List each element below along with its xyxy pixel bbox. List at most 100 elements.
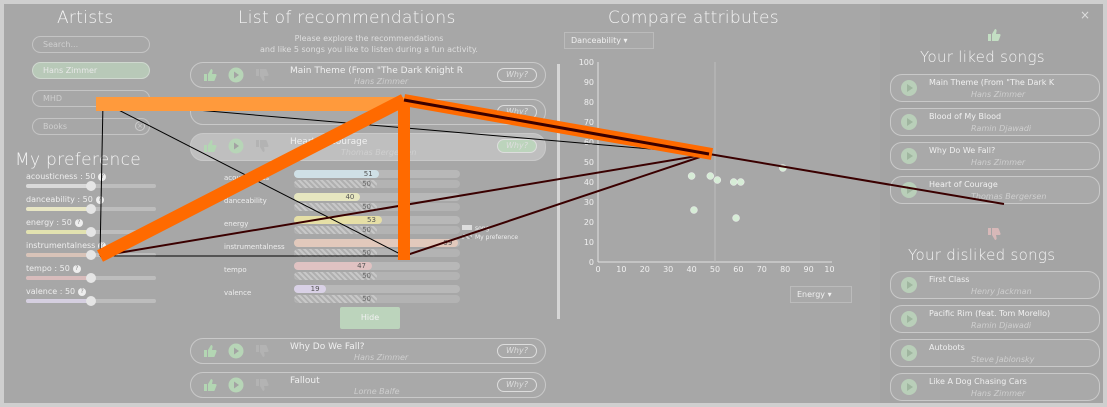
preference-label: instrumentalness? <box>26 241 107 250</box>
slider-handle[interactable] <box>86 227 96 237</box>
attribute-label: acousticness <box>224 174 270 182</box>
slider-handle[interactable] <box>86 273 96 283</box>
play-icon[interactable] <box>227 67 245 83</box>
preference-label-text: instrumentalness <box>26 241 96 250</box>
play-icon[interactable] <box>901 379 917 395</box>
help-icon[interactable]: ? <box>98 241 107 250</box>
hide-button[interactable]: Hide <box>340 307 400 329</box>
artist-search-input[interactable]: Search... <box>32 36 150 53</box>
play-icon[interactable] <box>227 377 245 393</box>
why-button[interactable]: Why? <box>497 378 537 392</box>
slider-handle[interactable] <box>86 250 96 260</box>
intro-line-1: Please explore the recommendations <box>294 34 444 43</box>
play-icon[interactable] <box>227 138 245 154</box>
legend-pref-label: My preference <box>475 234 519 241</box>
x-tick-label: 80 <box>780 265 790 274</box>
artist-item-books[interactable]: Books × <box>32 118 150 135</box>
thumbs-down-icon[interactable] <box>253 67 271 83</box>
pref-attribute-bar: 50 <box>294 295 460 303</box>
slider-handle[interactable] <box>86 181 96 191</box>
thumbs-up-icon[interactable] <box>201 138 219 154</box>
play-icon[interactable] <box>227 343 245 359</box>
thumbs-up-icon[interactable] <box>201 67 219 83</box>
attribute-label: instrumentalness <box>224 243 285 251</box>
song-title: Autobots <box>929 343 965 352</box>
help-icon[interactable]: ? <box>98 172 107 181</box>
preference-label-text: acousticness : 50 <box>26 172 96 181</box>
close-icon[interactable]: × <box>1080 8 1091 22</box>
slider-handle[interactable] <box>86 204 96 214</box>
disliked-song-card: First Class Henry Jackman <box>890 271 1100 299</box>
play-icon[interactable] <box>901 277 917 293</box>
why-button[interactable]: Why? <box>497 139 537 153</box>
x-tick-label: 100 <box>824 265 834 274</box>
card-actions <box>201 343 271 359</box>
thumbs-down-icon[interactable] <box>253 343 271 359</box>
play-icon[interactable] <box>901 311 917 327</box>
pref-attribute-bar: 50 <box>294 180 460 188</box>
preference-slider[interactable] <box>26 273 156 283</box>
slider-handle[interactable] <box>86 296 96 306</box>
thumbs-down-icon[interactable] <box>253 377 271 393</box>
song-title: Main Theme (From "The Dark Knight R <box>290 66 464 76</box>
liked-title: Your liked songs <box>920 48 1045 66</box>
x-tick-label: 10 <box>616 265 626 274</box>
play-icon[interactable] <box>901 345 917 361</box>
preference-slider[interactable] <box>26 181 156 191</box>
y-axis-select[interactable]: Danceability ▾ <box>564 32 654 49</box>
preference-label: tempo : 50? <box>26 264 81 273</box>
pref-attribute-bar: 50 <box>294 203 460 211</box>
y-tick-label: 100 <box>579 58 594 67</box>
thumbs-down-icon <box>988 228 1001 240</box>
song-artist: Hans Zimmer <box>354 77 409 86</box>
play-icon[interactable] <box>901 80 917 96</box>
y-tick-label: 70 <box>584 118 594 127</box>
pref-attribute-value: 50 <box>294 180 377 188</box>
pref-attribute-value: 50 <box>294 272 377 280</box>
why-button[interactable]: Why? <box>497 68 537 82</box>
help-icon[interactable]: ? <box>74 218 83 227</box>
play-icon[interactable] <box>901 182 917 198</box>
song-title: Pacific Rim (feat. Tom Morello) <box>929 309 1051 318</box>
song-title: Why Do We Fall? <box>290 342 365 352</box>
help-icon[interactable]: ? <box>78 287 87 296</box>
help-icon[interactable]: ? <box>95 195 104 204</box>
preference-slider[interactable] <box>26 296 156 306</box>
preference-label-text: danceability : 50 <box>26 195 93 204</box>
thumbs-up-icon[interactable] <box>201 377 219 393</box>
artist-search-placeholder: Search... <box>43 40 79 49</box>
preference-label-text: valence : 50 <box>26 287 76 296</box>
preference-slider[interactable] <box>26 204 156 214</box>
recommendation-card: Why Do We Fall? Hans Zimmer Why? <box>190 338 546 364</box>
disliked-song-card: Autobots Steve Jablonsky <box>890 339 1100 367</box>
preference-slider[interactable] <box>26 250 156 260</box>
why-button[interactable]: Why? <box>497 344 537 358</box>
artist-label: MHD <box>43 94 63 103</box>
artist-item-hans-zimmer[interactable]: Hans Zimmer <box>32 62 150 79</box>
recommendation-card: Main Theme (From "The Dark Knight R Hans… <box>190 62 546 88</box>
artist-item-mhd[interactable]: MHD <box>32 90 150 107</box>
chevron-down-icon: ▾ <box>623 36 628 45</box>
x-tick-label: 20 <box>640 265 650 274</box>
recommendations-scrollbar[interactable] <box>557 64 560 319</box>
slider-fill <box>26 299 91 303</box>
song-title: Heart of Courage <box>929 180 998 189</box>
play-icon[interactable] <box>901 148 917 164</box>
remove-artist-icon[interactable]: × <box>135 121 145 131</box>
liked-song-card: Heart of Courage Thomas Bergersen <box>890 176 1100 204</box>
why-button[interactable]: Why? <box>497 105 537 119</box>
thumbs-up-icon[interactable] <box>201 343 219 359</box>
attribute-label: tempo <box>224 266 247 274</box>
pref-attribute-value: 50 <box>294 295 377 303</box>
y-tick-label: 10 <box>584 238 594 247</box>
preference-slider[interactable] <box>26 227 156 237</box>
app-window: Artists Search... Hans Zimmer MHD Books … <box>4 4 1103 403</box>
x-tick-label: 60 <box>733 265 743 274</box>
thumbs-down-icon[interactable] <box>253 138 271 154</box>
play-icon[interactable] <box>901 114 917 130</box>
chevron-down-icon: ▾ <box>827 290 832 299</box>
help-icon[interactable]: ? <box>72 264 81 273</box>
song-attribute-bar: 53 <box>294 216 460 224</box>
x-axis-select[interactable]: Energy ▾ <box>790 286 852 303</box>
thumbs-up-icon <box>988 29 1001 41</box>
